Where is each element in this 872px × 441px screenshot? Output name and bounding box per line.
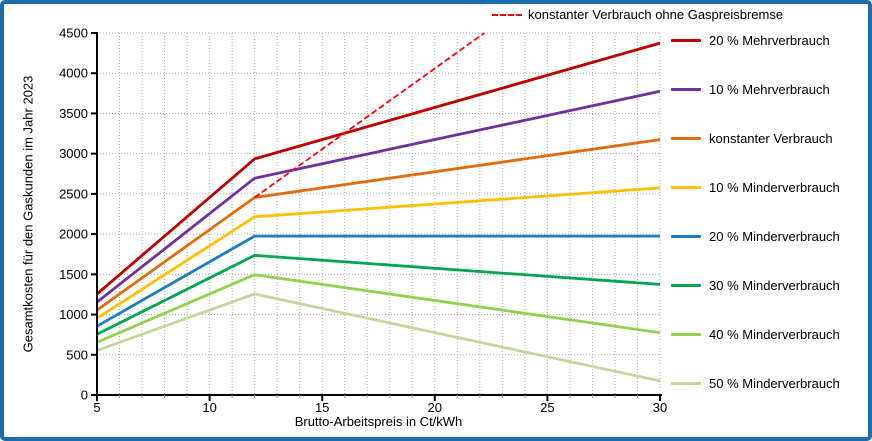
legend-item: 20 % Minderverbrauch [671, 229, 867, 244]
legend-item-label: 10 % Mehrverbrauch [709, 82, 830, 97]
legend-item-label: 20 % Mehrverbrauch [709, 33, 830, 48]
legend-item-label: 30 % Minderverbrauch [709, 278, 840, 293]
legend-line-sample-icon [671, 333, 701, 336]
legend-line-sample-icon [671, 235, 701, 238]
x-tick-label: 30 [653, 400, 667, 415]
series-line [96, 41, 661, 296]
series-line [96, 253, 661, 336]
y-tick-label: 3500 [59, 106, 88, 121]
y-tick-label: 0 [81, 388, 88, 403]
x-tick-label: 25 [540, 400, 554, 415]
legend-item: konstanter Verbrauch [671, 131, 867, 146]
series-line [96, 138, 661, 312]
legend-item: 10 % Minderverbrauch [671, 180, 867, 195]
series-line [254, 32, 485, 199]
y-tick-label: 1000 [59, 307, 88, 322]
series-line [96, 89, 661, 304]
dashed-line-sample-icon [492, 13, 522, 16]
legend-item: 20 % Mehrverbrauch [671, 33, 867, 48]
legend-line-sample-icon [671, 186, 701, 189]
x-axis-title: Brutto-Arbeitspreis in Ct/kWh [294, 414, 463, 429]
legend-item: 30 % Minderverbrauch [671, 278, 867, 293]
series-line [96, 234, 660, 328]
series-line [96, 273, 661, 344]
legend-item: 40 % Minderverbrauch [671, 327, 867, 342]
legend-item: 10 % Mehrverbrauch [671, 82, 867, 97]
legend-item-no-price-brake: konstanter Verbrauch ohne Gaspreisbremse [492, 7, 783, 22]
legend-item-label: konstanter Verbrauch ohne Gaspreisbremse [528, 7, 784, 22]
y-axis-title: Gesamtkosten für den Gaskunden im Jahr 2… [20, 75, 36, 353]
legend-item-label: 40 % Minderverbrauch [709, 327, 840, 342]
x-tick-label: 20 [428, 400, 442, 415]
y-tick-label: 500 [66, 347, 88, 362]
y-tick-label: 4500 [59, 26, 88, 41]
legend-item-label: 20 % Minderverbrauch [709, 229, 840, 244]
y-tick-label: 2000 [59, 227, 88, 242]
legend-item-label: 10 % Minderverbrauch [709, 180, 840, 195]
legend-line-sample-icon [671, 284, 701, 287]
y-tick-label: 2500 [59, 186, 88, 201]
x-tick-label: 5 [93, 400, 100, 415]
legend-item: 50 % Minderverbrauch [671, 376, 867, 391]
legend-line-sample-icon [671, 88, 701, 91]
y-tick-label: 3000 [59, 146, 88, 161]
legend: 20 % Mehrverbrauch 10 % Mehrverbrauch kons… [671, 33, 867, 391]
y-tick-label: 1500 [59, 267, 88, 282]
legend-line-sample-icon [671, 382, 701, 385]
legend-item-label: konstanter Verbrauch [709, 131, 833, 146]
legend-line-sample-icon [671, 39, 701, 42]
y-tick-label: 4000 [59, 66, 88, 81]
legend-item-label: 50 % Minderverbrauch [709, 376, 840, 391]
x-tick-label: 10 [202, 400, 216, 415]
series-line [96, 292, 661, 383]
legend-line-sample-icon [671, 137, 701, 140]
series-line [96, 186, 661, 320]
x-tick-label: 15 [315, 400, 329, 415]
